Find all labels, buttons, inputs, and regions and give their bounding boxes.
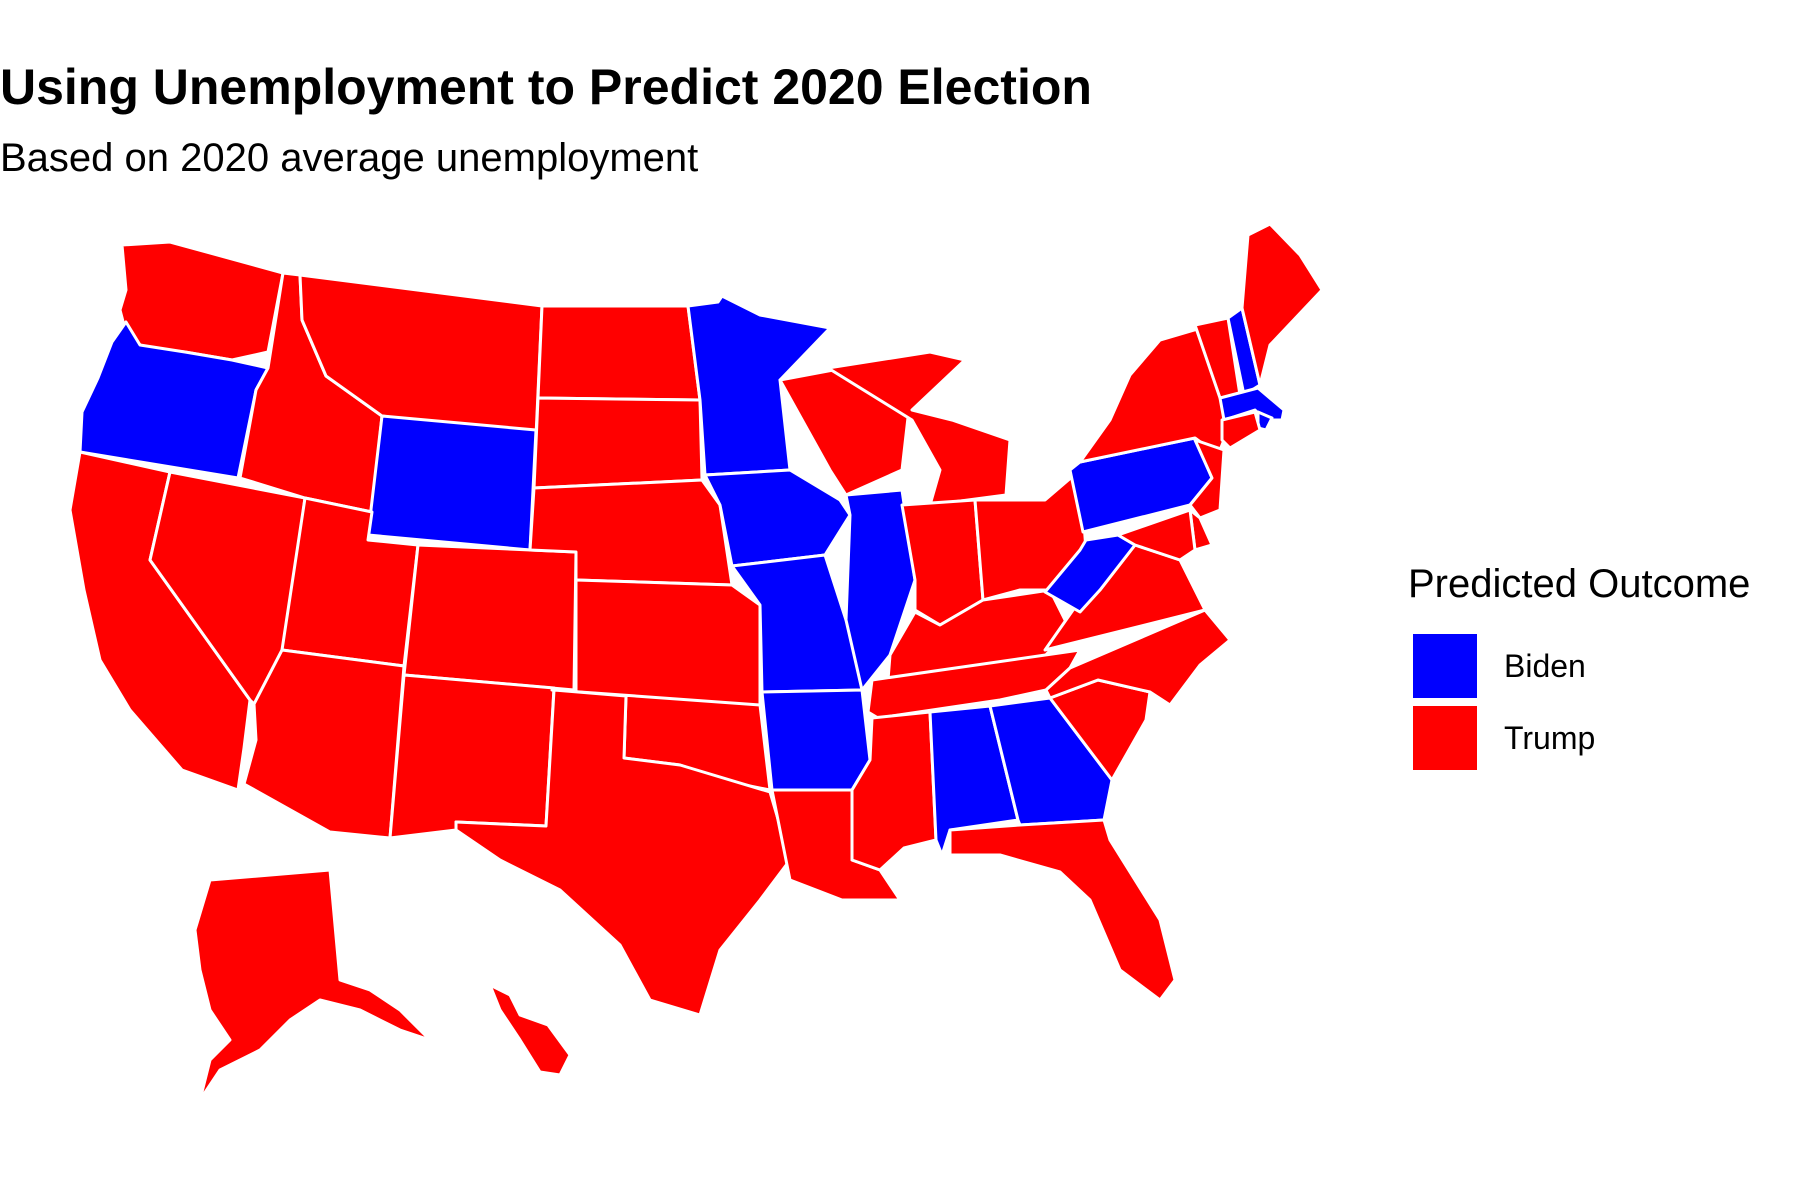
legend-title: Predicted Outcome bbox=[1408, 562, 1751, 606]
state-hi bbox=[488, 983, 572, 1077]
legend-label-trump: Trump bbox=[1504, 720, 1596, 756]
state-nc bbox=[1044, 608, 1232, 707]
legend-label-biden: Biden bbox=[1504, 648, 1586, 684]
state-wy bbox=[366, 414, 538, 552]
legend-swatch-trump bbox=[1413, 706, 1477, 770]
state-ct bbox=[1220, 410, 1262, 450]
state-wa bbox=[118, 240, 285, 362]
legend: Predicted Outcome Biden Trump bbox=[1408, 562, 1751, 770]
state-sd bbox=[532, 396, 704, 490]
state-ar bbox=[760, 688, 872, 792]
state-tn bbox=[866, 648, 1082, 720]
state-md bbox=[1116, 508, 1197, 562]
state-ks bbox=[574, 578, 762, 707]
state-me bbox=[1240, 222, 1324, 387]
chart-subtitle: Based on 2020 average unemployment bbox=[0, 136, 699, 180]
state-mn bbox=[686, 294, 832, 477]
state-co bbox=[402, 543, 578, 692]
state-az bbox=[242, 648, 406, 840]
state-mi bbox=[826, 350, 1012, 507]
state-nm bbox=[388, 673, 556, 840]
state-ak bbox=[193, 868, 432, 1102]
legend-item-biden: Biden bbox=[1408, 634, 1708, 698]
state-tx bbox=[454, 688, 792, 1017]
state-ia bbox=[703, 468, 852, 568]
chart-title: Using Unemployment to Predict 2020 Elect… bbox=[0, 59, 1092, 115]
state-fl bbox=[948, 818, 1177, 1002]
state-nd bbox=[536, 304, 702, 402]
legend-swatch-biden bbox=[1413, 634, 1477, 698]
legend-item-trump: Trump bbox=[1408, 706, 1708, 770]
